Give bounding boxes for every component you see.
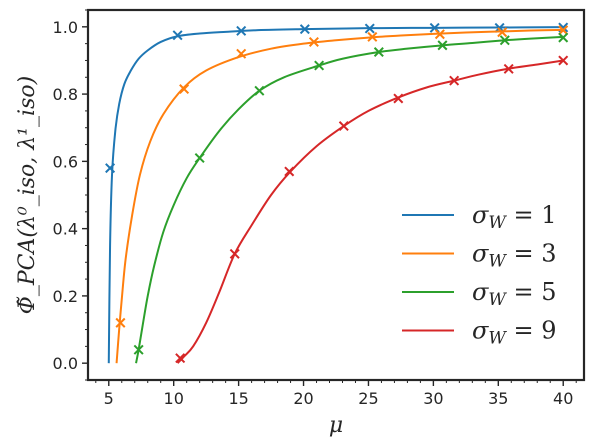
x-tick-label-35: 35 (488, 389, 508, 408)
legend-label-2: σW = 3 (472, 240, 557, 272)
series-3-point-2 (194, 152, 205, 164)
series-1 (105, 22, 569, 364)
axis-layer: 5 10 15 20 25 30 35 40 0.0 0.2 0.4 0.6 0.8 1.0 (53, 9, 577, 408)
series-2-point-2 (179, 84, 190, 95)
legend-label-1: σW = 1 (472, 201, 557, 233)
y-axis-label: Φ̃_PCA(λ⁰_iso, λ¹_iso) (15, 76, 40, 314)
series-layer (105, 22, 569, 364)
x-axis-label: μ (329, 413, 343, 438)
series-4-point-8 (558, 55, 569, 66)
x-tick-label-40: 40 (553, 389, 573, 408)
series-3-point-4 (314, 60, 325, 71)
x-tick-label-5: 5 (104, 389, 114, 408)
series-2-point-6 (434, 29, 445, 40)
series-1-point-2 (172, 30, 183, 41)
series-3-point-5 (373, 47, 384, 58)
series-1-point-3 (236, 25, 247, 36)
series-1-point-1 (105, 163, 116, 174)
series-line-3 (135, 35, 564, 364)
series-4-point-7 (503, 63, 514, 74)
series-line-1 (107, 26, 564, 364)
series-2-point-4 (308, 36, 319, 47)
series-4-point-2 (229, 248, 240, 259)
y-tick-label-1.0: 1.0 (53, 18, 78, 37)
series-2 (115, 25, 569, 364)
y-tick-label-0.6: 0.6 (53, 152, 78, 171)
x-tick-label-10: 10 (164, 389, 184, 408)
series-3-point-6 (437, 40, 448, 51)
series-4-point-4 (338, 121, 349, 132)
series-3-point-7 (499, 35, 510, 46)
series-4-point-5 (393, 93, 404, 104)
legend: σW = 1 σW = 3 σW = 5 σW = 9 (402, 201, 557, 349)
x-tick-label-20: 20 (293, 389, 313, 408)
series-3-point-1 (133, 344, 144, 355)
series-2-point-8 (558, 25, 569, 36)
series-line-2 (115, 28, 564, 364)
series-line-4 (176, 59, 564, 364)
y-tick-label-0.4: 0.4 (53, 220, 78, 239)
legend-label-4: σW = 9 (472, 317, 557, 349)
y-tick-label-0.8: 0.8 (53, 85, 78, 104)
series-3-point-3 (254, 85, 265, 96)
y-tick-label-0.0: 0.0 (53, 354, 78, 373)
x-tick-label-25: 25 (358, 389, 378, 408)
x-tick-label-15: 15 (228, 389, 248, 408)
series-2-point-3 (236, 48, 247, 59)
legend-label-3: σW = 5 (472, 278, 557, 310)
series-4 (175, 55, 569, 364)
y-tick-label-0.2: 0.2 (53, 287, 78, 306)
series-1-point-5 (364, 23, 375, 34)
x-tick-label-30: 30 (423, 389, 443, 408)
series-4-point-6 (449, 75, 460, 86)
series-1-point-4 (299, 24, 310, 35)
series-2-point-5 (367, 31, 378, 42)
series-2-point-7 (497, 27, 508, 38)
series-4-point-3 (284, 166, 295, 177)
series-3-point-8 (558, 32, 569, 43)
series-2-point-1 (115, 317, 126, 328)
series-4-point-1 (175, 353, 186, 364)
series-3 (133, 32, 569, 364)
